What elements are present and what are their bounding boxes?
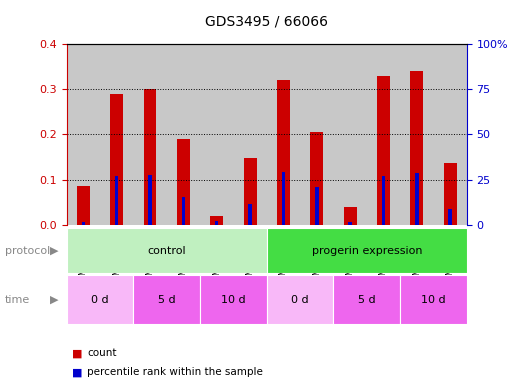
Bar [133,44,167,225]
Bar [244,158,256,225]
Bar [433,44,467,225]
Bar [344,207,357,225]
Bar [367,44,400,225]
Bar [310,132,323,225]
Bar [115,176,119,225]
Bar [82,222,85,225]
Text: percentile rank within the sample: percentile rank within the sample [87,367,263,377]
Bar [110,94,123,225]
Text: count: count [87,348,117,358]
Text: 10 d: 10 d [221,295,246,305]
Bar [215,221,219,225]
Bar [444,163,457,225]
Bar [133,275,200,324]
Bar [348,222,352,225]
Bar [282,172,285,225]
Bar [148,175,152,225]
Text: 5 d: 5 d [158,295,175,305]
Text: 0 d: 0 d [291,295,309,305]
Bar [377,76,390,225]
Bar [277,80,290,225]
Text: 10 d: 10 d [421,295,446,305]
Text: ▶: ▶ [50,295,58,305]
Bar [167,44,200,225]
Text: time: time [5,295,30,305]
Bar [410,71,423,225]
Text: ▶: ▶ [50,245,58,256]
Text: ■: ■ [72,367,82,377]
Bar [448,209,452,225]
Bar [267,44,300,225]
Bar [400,275,467,324]
Bar [210,216,223,225]
Bar [400,44,433,225]
Bar [67,275,133,324]
Bar [248,204,252,225]
Bar [200,275,267,324]
Bar [177,139,190,225]
Bar [144,89,156,225]
Bar [100,44,133,225]
Text: progerin expression: progerin expression [311,245,422,256]
Bar [267,275,333,324]
Bar [333,275,400,324]
Bar [67,44,100,225]
Text: 5 d: 5 d [358,295,376,305]
Text: protocol: protocol [5,245,50,256]
Bar [182,197,185,225]
Text: ■: ■ [72,348,82,358]
Bar [233,44,267,225]
Bar [67,228,267,273]
Text: control: control [147,245,186,256]
Bar [382,176,385,225]
Bar [77,186,90,225]
Bar [200,44,233,225]
Bar [267,228,467,273]
Bar [415,173,419,225]
Text: 0 d: 0 d [91,295,109,305]
Bar [315,187,319,225]
Bar [300,44,333,225]
Bar [333,44,367,225]
Text: GDS3495 / 66066: GDS3495 / 66066 [205,15,328,29]
